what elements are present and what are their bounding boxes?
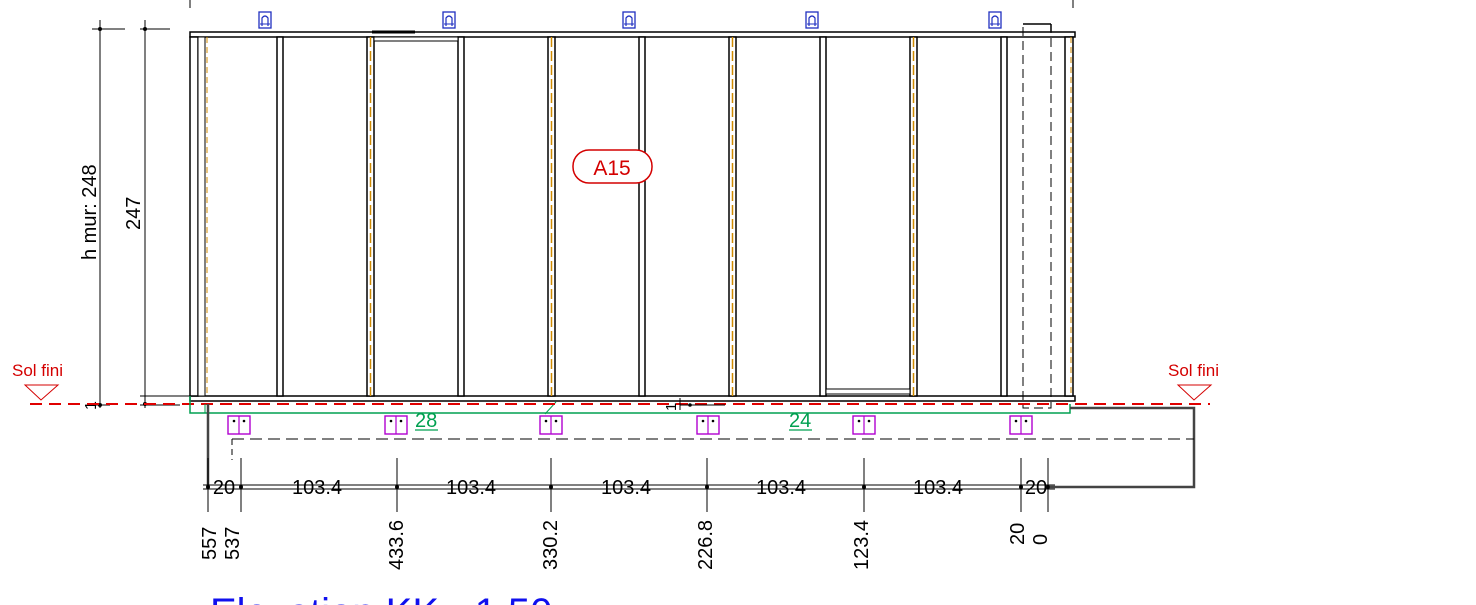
- dimension-tick: [206, 458, 210, 512]
- station-label: 330.2: [540, 520, 562, 570]
- stud: [1000, 36, 1008, 397]
- floor-label-right: Sol fini: [1168, 361, 1219, 380]
- sill-length-left: 28: [415, 410, 437, 432]
- stud: [457, 36, 465, 397]
- spacing-labels: 20 103.4 103.4 103.4 103.4 103.4 20: [213, 477, 1047, 499]
- blocking: [373, 36, 459, 42]
- station-label: 537: [222, 527, 244, 560]
- spacing-segment: 103.4: [446, 477, 496, 499]
- hangers: [258, 11, 1002, 29]
- spacing-segment: 103.4: [601, 477, 651, 499]
- wall-height-label: h mur: 248: [79, 164, 101, 260]
- station-labels: 557 537 433.6 330.2 226.8 123.4 20 0: [199, 520, 1052, 570]
- wall-label: A15: [572, 149, 653, 184]
- station-label: 557: [199, 527, 221, 560]
- station-label: 433.6: [386, 520, 408, 570]
- dimension-tick: [549, 458, 553, 512]
- spacing-end-right: 20: [1025, 477, 1047, 499]
- hanger-icon: [988, 11, 1002, 29]
- dimension-tick: [239, 458, 243, 512]
- station-label: 20: [1007, 523, 1029, 545]
- dimension-tick: [1046, 458, 1050, 512]
- dimension-tick: [1019, 458, 1023, 512]
- sill-length-right: 24: [789, 410, 811, 432]
- stud: [638, 36, 646, 397]
- station-label: 0: [1030, 534, 1052, 545]
- hanger-icon: [622, 11, 636, 29]
- spacing-segment: 103.4: [913, 477, 963, 499]
- hanger-icon: [442, 11, 456, 29]
- stud-double: [366, 36, 375, 397]
- dimension-tick: [395, 458, 399, 512]
- spacing-segment: 103.4: [756, 477, 806, 499]
- inner-height-label: 247: [123, 197, 145, 230]
- anchor-icon: [852, 415, 876, 435]
- base-dim-left: 1: [83, 401, 100, 410]
- station-label: 123.4: [851, 520, 873, 570]
- stud-double: [547, 36, 556, 397]
- stud: [276, 36, 284, 397]
- anchors: [227, 415, 1033, 435]
- dimension-tick: [862, 458, 866, 512]
- stud-double: [728, 36, 737, 397]
- floor-marker-left: Sol fini: [12, 361, 63, 401]
- anchor-icon: [696, 415, 720, 435]
- spacing-dimension: [203, 458, 1055, 512]
- spacing-segment: 103.4: [292, 477, 342, 499]
- spacing-end-left: 20: [213, 477, 235, 499]
- gap-dim-label: 1: [663, 403, 680, 411]
- studs: [276, 36, 1008, 397]
- stud-double: [909, 36, 918, 397]
- anchor-icon: [227, 415, 251, 435]
- anchor-icon: [384, 415, 408, 435]
- column-outline-dashed: [1022, 23, 1052, 409]
- bottom-plate: [189, 395, 1076, 402]
- gap-dimension: 1: [663, 398, 725, 411]
- anchor-icon: [1009, 415, 1033, 435]
- hanger-icon: [258, 11, 272, 29]
- blocking: [825, 388, 911, 395]
- station-label: 226.8: [695, 520, 717, 570]
- anchor-icon: [539, 415, 563, 435]
- floor-label-left: Sol fini: [12, 361, 63, 380]
- floor-marker-right: Sol fini: [1168, 361, 1219, 401]
- end-stud-left: [189, 36, 208, 397]
- wall-label-text: A15: [593, 157, 630, 180]
- dimension-tick: [705, 458, 709, 512]
- hanger-icon: [805, 11, 819, 29]
- height-dimensions: h mur: 248 247 1: [79, 20, 190, 410]
- drawing-title: Elevation KK - 1:50: [210, 591, 552, 605]
- stud: [819, 36, 827, 397]
- end-stud-right: [1064, 36, 1074, 397]
- top-plate: [189, 30, 1076, 38]
